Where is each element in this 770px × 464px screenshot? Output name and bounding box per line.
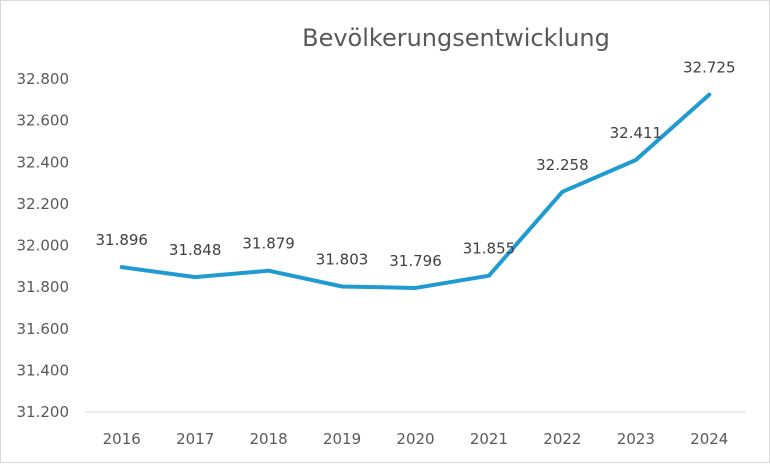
x-tick-label: 2019 [323,430,361,448]
data-label: 32.725 [683,59,736,77]
data-label: 31.855 [463,240,516,258]
x-axis: 2016 2017 2018 2019 2020 2021 2022 2023 2024 [103,430,729,448]
x-tick-label: 2022 [543,430,581,448]
data-label: 32.258 [536,156,589,174]
data-label: 31.896 [95,231,148,249]
y-tick-label: 31.800 [17,278,70,296]
x-tick-label: 2017 [176,430,214,448]
data-label: 31.848 [169,241,222,259]
x-tick-label: 2018 [250,430,288,448]
data-label: 31.796 [389,252,442,270]
y-tick-label: 31.400 [17,361,70,379]
y-tick-label: 32.400 [17,153,70,171]
y-tick-label: 31.600 [17,320,70,338]
data-label: 32.411 [610,124,663,142]
data-label: 31.879 [242,235,295,253]
chart-title: Bevölkerungsentwicklung [302,24,610,52]
y-tick-label: 32.000 [17,237,70,255]
y-tick-label: 32.200 [17,195,70,213]
data-labels: 31.896 31.848 31.879 31.803 31.796 31.855 32.2… [95,59,735,270]
x-tick-label: 2023 [617,430,655,448]
y-tick-label: 31.200 [17,403,70,421]
x-tick-label: 2024 [690,430,728,448]
y-tick-label: 32.600 [17,112,70,130]
x-tick-label: 2020 [396,430,434,448]
y-axis: 31.200 31.400 31.600 31.800 32.000 32.200 32.4… [17,70,70,421]
x-tick-label: 2021 [470,430,508,448]
y-tick-label: 32.800 [17,70,70,88]
series-line [119,92,712,290]
x-tick-label: 2016 [103,430,141,448]
data-label: 31.803 [316,251,369,269]
